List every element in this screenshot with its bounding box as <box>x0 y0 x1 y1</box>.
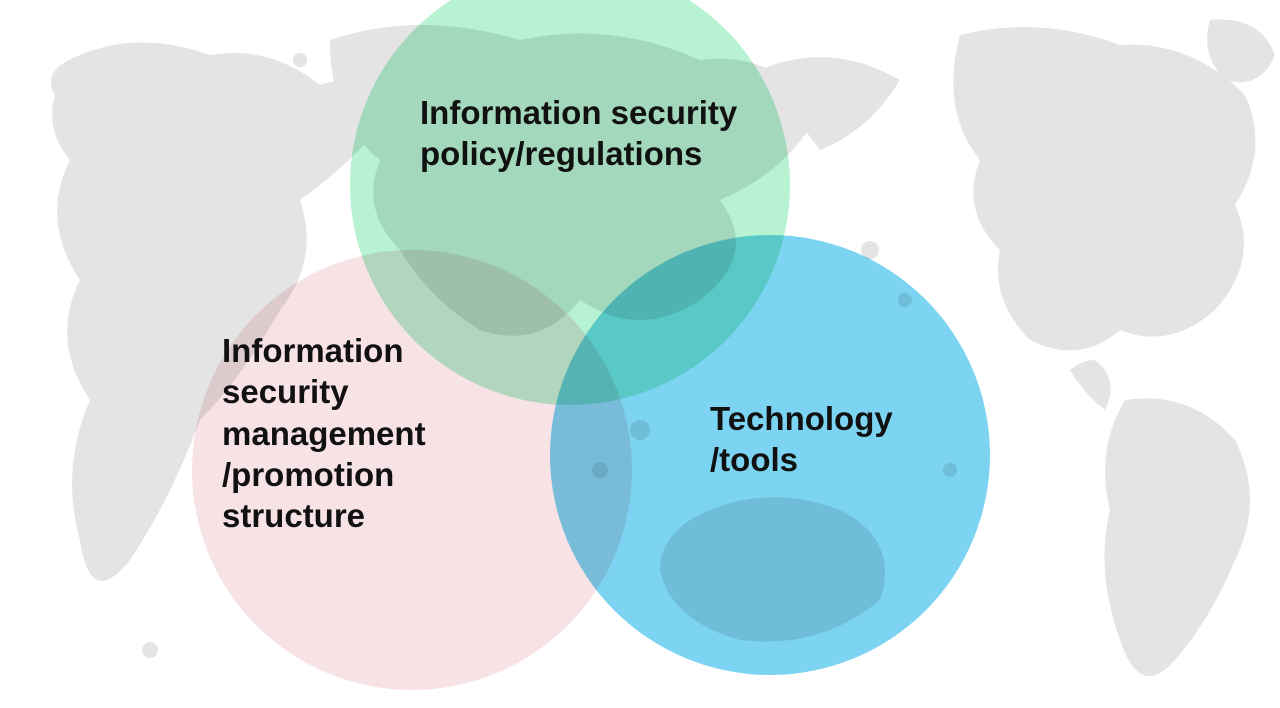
island-6 <box>142 642 158 658</box>
island-5 <box>293 53 307 67</box>
venn-label-management-promotion: Information security management /promoti… <box>222 330 426 536</box>
venn-label-technology-tools: Technology /tools <box>710 398 893 481</box>
venn-label-policy-regulations: Information security policy/regulations <box>420 92 737 175</box>
diagram-stage: Information security policy/regulations … <box>0 0 1280 708</box>
